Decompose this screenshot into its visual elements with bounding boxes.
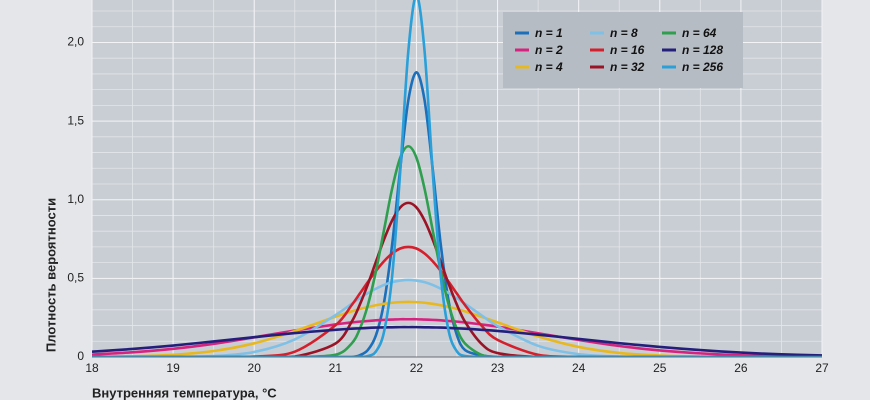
legend: n = 1 n = 2 n = 4 n = 8 n = 16 n = 32 n = 64 n …: [503, 12, 743, 88]
x-tick-label: 24: [572, 361, 586, 375]
series-line: [92, 300, 822, 357]
y-tick-label: 1,5: [67, 113, 84, 127]
legend-label: n = 2: [535, 43, 563, 57]
x-tick-label: 19: [166, 361, 180, 375]
y-axis-title: Плотность вероятности: [43, 198, 58, 352]
x-tick-label: 21: [329, 361, 343, 375]
x-tick-label: 20: [248, 361, 262, 375]
series-line: [92, 325, 822, 357]
legend-label: n = 16: [610, 43, 645, 57]
x-tick-label: 22: [410, 361, 424, 375]
x-tick-label: 23: [491, 361, 505, 375]
axes: 0 0,5 1,0 1,5 2,0 18 19 20 21 22 23 24 25 26 27: [67, 35, 829, 376]
x-tick-label: 26: [734, 361, 748, 375]
x-axis-title: Внутренняя температура, °C: [92, 385, 277, 400]
legend-box: [503, 12, 743, 88]
x-tick-label: 25: [653, 361, 667, 375]
y-tick-label: 0,5: [67, 271, 84, 285]
y-tick-label: 0: [77, 349, 84, 363]
series-line: [92, 71, 822, 357]
legend-label: n = 1: [535, 26, 563, 40]
x-tick-label: 18: [85, 361, 99, 375]
series-line: [92, 245, 822, 357]
legend-label: n = 8: [610, 26, 638, 40]
legend-label: n = 32: [610, 60, 645, 74]
legend-label: n = 64: [682, 26, 717, 40]
legend-label: n = 256: [682, 60, 723, 74]
y-tick-label: 1,0: [67, 192, 84, 206]
legend-label: n = 128: [682, 43, 723, 57]
legend-label: n = 4: [535, 60, 563, 74]
series-line: [92, 0, 822, 357]
x-tick-label: 27: [815, 361, 829, 375]
y-tick-label: 2,0: [67, 35, 84, 49]
